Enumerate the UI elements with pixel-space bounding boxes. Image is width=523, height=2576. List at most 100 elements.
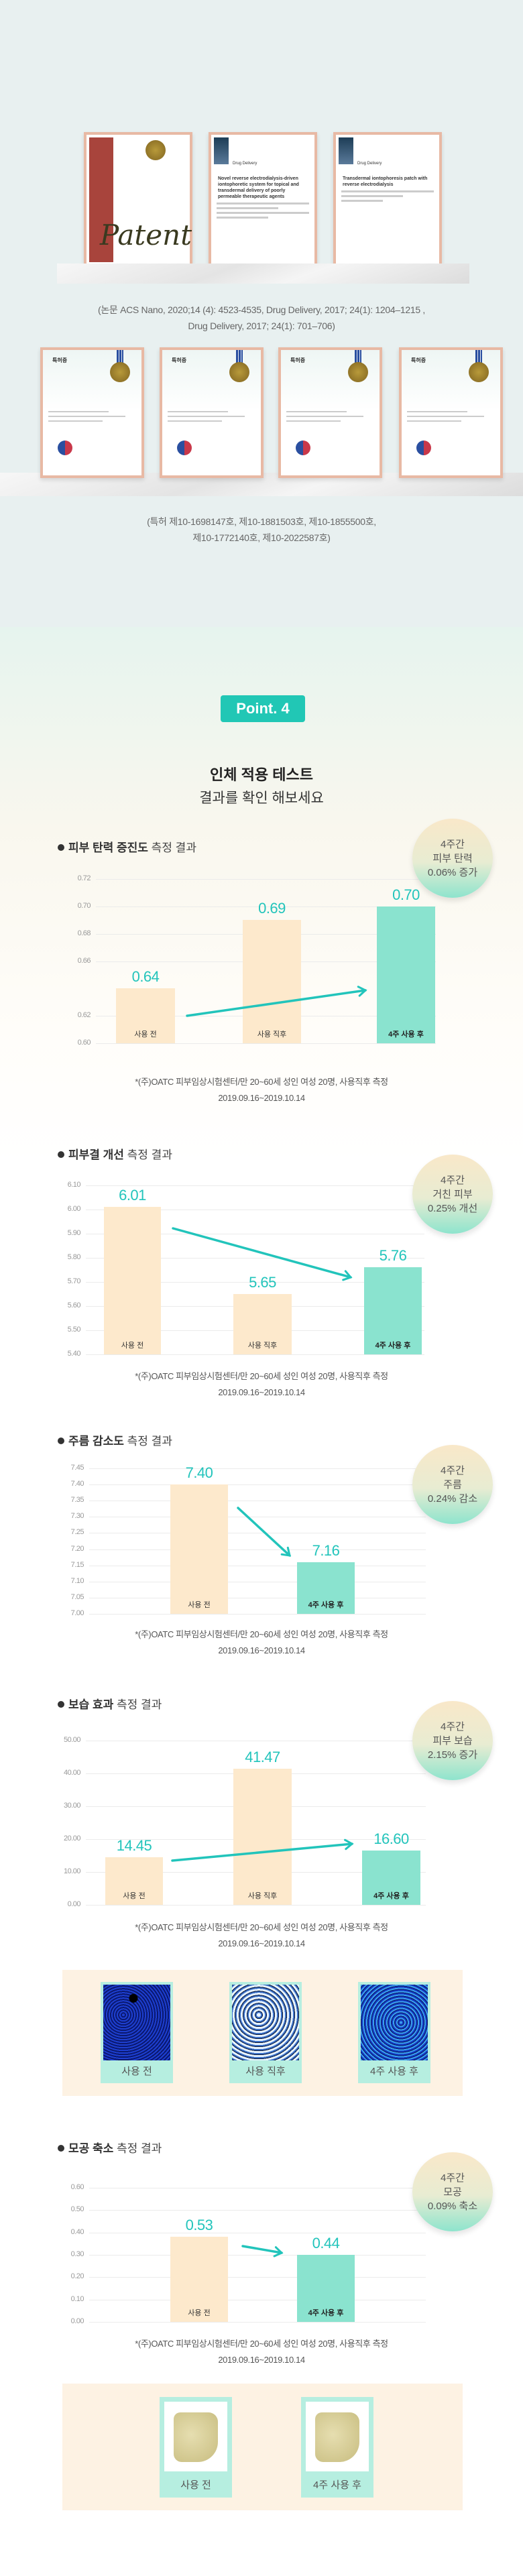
caption-line: (특허 제10-1698147호, 제10-1881503호, 제10-1855… bbox=[147, 516, 376, 527]
patent-certificate-frame: 특허증 bbox=[160, 347, 264, 478]
journal-name: Drug Delivery bbox=[357, 162, 382, 166]
bar-value-label: 0.69 bbox=[258, 900, 286, 917]
ribbon-icon bbox=[117, 350, 123, 366]
caption-line: (논문 ACS Nano, 2020;14 (4): 4523-4535, Dr… bbox=[97, 304, 426, 315]
certificate-title: 특허증 bbox=[172, 357, 187, 363]
gridline bbox=[96, 1043, 436, 1044]
bar-value-label: 0.44 bbox=[312, 2235, 340, 2251]
bar-value-label: 5.76 bbox=[379, 1247, 407, 1265]
y-tick-label: 6.10 bbox=[67, 1181, 81, 1189]
text-line bbox=[286, 420, 341, 422]
y-tick-label: 0.30 bbox=[70, 2250, 84, 2258]
bubble-line: 0.09% 축소 bbox=[427, 2200, 478, 2212]
text-line bbox=[217, 202, 309, 204]
trend-arrow-icon bbox=[186, 986, 367, 1017]
paper-frame: Drug Delivery Transdermal iontophoresis … bbox=[333, 132, 442, 268]
text-line bbox=[48, 420, 103, 422]
skin-surface-image bbox=[174, 2412, 218, 2462]
summary-bubble: 4주간 주름 0.24% 감소 bbox=[412, 1445, 493, 1524]
y-tick-label: 7.00 bbox=[70, 1609, 84, 1617]
seal-icon bbox=[110, 362, 130, 382]
bubble-line: 모공 bbox=[443, 2186, 462, 2198]
gridline bbox=[89, 1484, 426, 1486]
bar-category-label: 사용 직후 bbox=[247, 1891, 278, 1900]
chart-heading-rest: 측정 결과 bbox=[127, 1149, 172, 1161]
y-tick-label: 40.00 bbox=[63, 1769, 81, 1777]
bar: 사용 직후 bbox=[233, 1294, 292, 1354]
skin-moisture-photo bbox=[232, 1985, 299, 2060]
bar-value-label: 6.01 bbox=[119, 1187, 146, 1204]
bubble-line: 0.06% 증가 bbox=[427, 866, 478, 878]
bar-value-label: 0.53 bbox=[185, 2217, 213, 2234]
chart-heading-rest: 측정 결과 bbox=[151, 841, 196, 854]
gridline bbox=[86, 1185, 424, 1186]
y-tick-label: 7.10 bbox=[70, 1576, 84, 1585]
text-line bbox=[286, 416, 363, 417]
text-line bbox=[168, 411, 228, 412]
y-tick-label: 5.70 bbox=[67, 1277, 81, 1285]
gridline bbox=[89, 2322, 426, 2323]
y-tick-label: 6.00 bbox=[67, 1205, 81, 1213]
y-tick-label: 5.80 bbox=[67, 1253, 81, 1261]
text-line bbox=[286, 411, 347, 412]
image-label: 4주 사용 후 bbox=[370, 2066, 418, 2077]
patent-certificate-frame: Patent bbox=[84, 132, 192, 268]
footnote-source: *(주)OATC 피부임상시험센터/만 20~60세 성인 여성 20명, 사용… bbox=[135, 1922, 388, 1932]
paper-header: Drug Delivery bbox=[336, 135, 439, 170]
text-line bbox=[341, 195, 404, 197]
y-tick-label: 20.00 bbox=[63, 1834, 81, 1842]
bubble-line: 0.24% 감소 bbox=[427, 1492, 478, 1505]
paper-title: Transdermal iontophoresis patch with rev… bbox=[343, 176, 428, 187]
summary-bubble: 4주간 모공 0.09% 축소 bbox=[412, 2152, 493, 2231]
moisture-image-card: 4주 사용 후 bbox=[358, 1982, 430, 2083]
moisture-image-card: 사용 직후 bbox=[229, 1982, 302, 2083]
papers-caption: (논문 ACS Nano, 2020;14 (4): 4523-4535, Dr… bbox=[0, 302, 523, 334]
gridline bbox=[86, 1905, 426, 1906]
certificate-title: 특허증 bbox=[411, 357, 426, 363]
chart-heading: 주름 감소도 측정 결과 bbox=[58, 1431, 172, 1448]
text-line bbox=[341, 190, 434, 192]
journal-cover bbox=[339, 137, 353, 164]
bar: 4주 사용 후 bbox=[297, 1562, 355, 1614]
gridline bbox=[89, 2210, 426, 2211]
trend-arrow-icon bbox=[241, 2245, 284, 2258]
footnote-date: 2019.09.16~2019.10.14 bbox=[218, 2355, 305, 2365]
ribbon-icon bbox=[236, 350, 243, 366]
text-line bbox=[168, 420, 222, 422]
y-tick-label: 0.10 bbox=[70, 2294, 84, 2303]
paper-title: Novel reverse electrodialysis-driven ion… bbox=[218, 176, 299, 199]
text-line bbox=[217, 212, 309, 214]
chart-heading: 피부 탄력 증진도 측정 결과 bbox=[58, 838, 196, 855]
skin-moisture-photo bbox=[103, 1985, 170, 2060]
certificate-title: 특허증 bbox=[52, 357, 68, 363]
point-badge: Point. 4 bbox=[221, 695, 305, 722]
bar-category-label: 사용 전 bbox=[188, 2308, 211, 2317]
bar-category-label: 사용 전 bbox=[121, 1341, 144, 1350]
chart-heading-bold: 보습 효과 bbox=[68, 1698, 114, 1711]
chart-footnote: *(주)OATC 피부임상시험센터/만 20~60세 성인 여성 20명, 사용… bbox=[0, 1074, 523, 1106]
bar-category-label: 사용 전 bbox=[123, 1891, 146, 1900]
image-label: 사용 직후 bbox=[245, 2066, 286, 2077]
journal-cover bbox=[214, 137, 229, 164]
caption-line: Drug Delivery, 2017; 24(1): 701–706) bbox=[188, 320, 335, 331]
emblem-icon bbox=[296, 441, 310, 455]
bar: 사용 전 bbox=[170, 2237, 228, 2322]
gridline bbox=[86, 1354, 424, 1355]
bar: 사용 전 bbox=[170, 1484, 228, 1614]
bullet-icon bbox=[58, 1151, 64, 1158]
bullet-icon bbox=[58, 1438, 64, 1444]
gridline bbox=[89, 2277, 426, 2278]
y-tick-label: 5.40 bbox=[67, 1350, 81, 1358]
image-label: 사용 전 bbox=[121, 2066, 152, 2077]
patent-certificate-frame: 특허증 bbox=[399, 347, 503, 478]
skin-moisture-photo bbox=[361, 1985, 428, 2060]
pore-image-panel: 사용 전 4주 사용 후 bbox=[62, 2384, 463, 2510]
bar: 4주 사용 후 bbox=[377, 906, 435, 1043]
bar-value-label: 0.64 bbox=[131, 968, 160, 986]
chart-heading: 모공 축소 측정 결과 bbox=[58, 2139, 162, 2156]
y-tick-label: 0.60 bbox=[70, 2183, 84, 2191]
bar: 4주 사용 후 bbox=[362, 1850, 420, 1905]
caption-line: 제10-1772140호, 제10-2022587호) bbox=[192, 532, 331, 543]
y-tick-label: 0.00 bbox=[67, 1900, 81, 1908]
bar-category-label: 사용 직후 bbox=[257, 1031, 287, 1039]
